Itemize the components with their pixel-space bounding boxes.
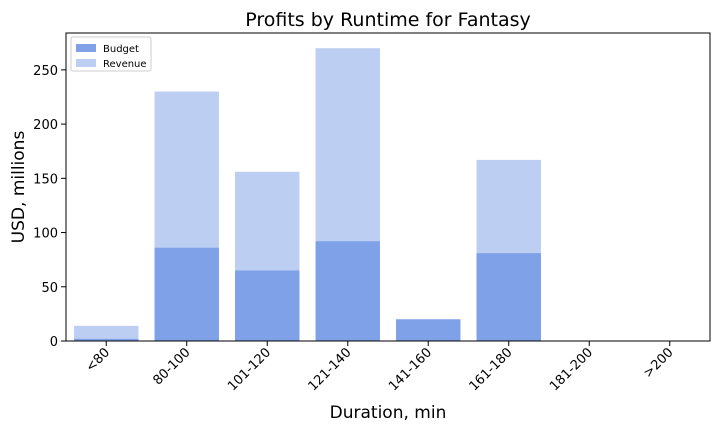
plot-frame [65,32,711,342]
x-tick-label-2: 101-120 [225,345,274,394]
legend-label-0: Budget [103,44,139,55]
bar-revenue-0 [74,325,139,341]
y-tick-label-1: 50 [41,281,58,296]
bar-budget-1 [154,247,219,341]
bar-budget-5 [476,253,541,341]
bar-budget-0 [74,338,139,341]
y-tick-label-3: 150 [33,172,58,187]
bar-budget-4 [396,319,461,341]
x-tick-label-7: >200 [641,345,677,381]
bars-layer [74,48,541,341]
x-axis-label: Duration, min [330,403,447,423]
y-tick-label-4: 200 [33,118,58,133]
y-tick-label-2: 100 [33,227,58,242]
bar-budget-2 [235,270,300,341]
x-tick-label-4: 141-160 [386,345,435,394]
bar-budget-3 [315,241,380,341]
y-axis-label: USD, millions [9,131,29,244]
x-tick-label-1: 80-100 [150,345,193,388]
chart-title: Profits by Runtime for Fantasy [245,9,531,31]
x-tick-label-0: <80 [83,345,113,375]
legend-swatch-0 [76,44,96,52]
legend: Budget Revenue [70,36,152,72]
y-tick-label-5: 250 [33,64,58,79]
y-tick-label-0: 0 [50,335,58,350]
x-tick-label-3: 121-140 [306,345,355,394]
legend-swatch-1 [76,59,96,67]
legend-label-1: Revenue [103,59,147,70]
x-tick-label-5: 161-180 [467,345,516,394]
x-tick-label-6: 181-200 [547,345,596,394]
